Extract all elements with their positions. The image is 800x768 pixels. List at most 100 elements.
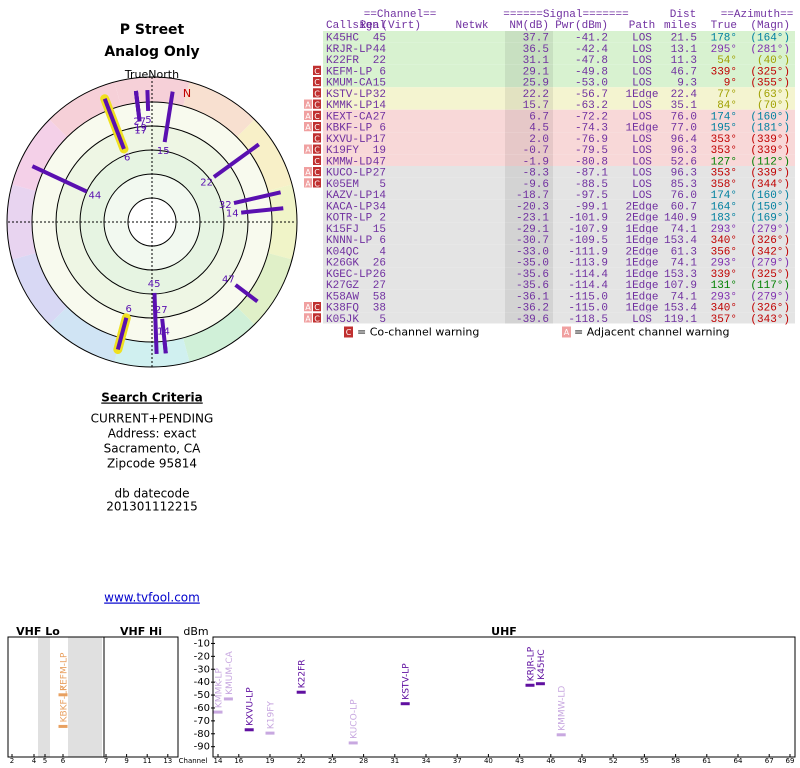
x-tick-label: 6 <box>61 757 66 765</box>
y-tick-label: -30 <box>194 664 210 675</box>
cell-dist: 153.3 <box>664 269 697 281</box>
cell-pwr: -79.5 <box>575 145 608 157</box>
cell-path: 2Edge <box>625 213 658 225</box>
x-tick-label: 9 <box>124 757 128 765</box>
datecode-label: db datecode <box>114 487 189 501</box>
site-link[interactable]: www.tvfool.com <box>104 591 200 605</box>
nm-shade <box>505 211 553 223</box>
cell-pwr: -99.1 <box>575 201 608 213</box>
row-background <box>323 289 795 301</box>
cell-dist: 85.3 <box>671 179 697 191</box>
warning-letter: A <box>305 168 311 177</box>
cell-true: 183° <box>711 213 737 225</box>
station-label: KRJR-LP <box>527 646 537 681</box>
cell-callsign: K22FR <box>326 55 359 67</box>
cell-magn: (279°) <box>750 224 790 236</box>
nm-shade <box>505 244 553 256</box>
x-tick-label: 64 <box>734 757 743 765</box>
cell-real: 26 <box>373 258 386 270</box>
cell-real: 6 <box>379 123 386 135</box>
band-shade <box>38 637 50 757</box>
warning-letter: C <box>314 146 320 155</box>
x-tick-label: 25 <box>328 757 337 765</box>
nm-shade <box>505 154 553 166</box>
spoke-label: 5 <box>145 115 151 126</box>
cell-true: 84° <box>717 100 737 112</box>
cell-real: 45 <box>373 33 386 45</box>
cell-pwr: -115.0 <box>568 291 608 303</box>
cell-dist: 11.3 <box>671 55 697 67</box>
spoke <box>234 283 259 304</box>
cell-callsign: K15FJ <box>326 224 359 236</box>
nm-shade <box>505 233 553 245</box>
cell-path: LOS <box>632 134 652 146</box>
cell-real: 47 <box>373 156 386 168</box>
row-background <box>323 132 795 144</box>
column-group: ==Channel== <box>364 9 437 21</box>
cell-real: 15 <box>373 224 386 236</box>
cell-pwr: -114.4 <box>568 269 608 281</box>
column-header: (Magn) <box>750 20 790 32</box>
band-shade <box>68 637 102 757</box>
x-tick-label: 2 <box>10 757 14 765</box>
warning-icon <box>313 167 321 177</box>
cell-callsign: KEFM-LP <box>326 66 373 78</box>
cell-callsign: K38FQ <box>326 303 359 315</box>
row-background <box>323 222 795 234</box>
cell-callsign: KMMK-LP <box>326 100 373 112</box>
spoke <box>133 90 141 114</box>
cell-dist: 52.6 <box>671 156 697 168</box>
nm-shade <box>505 289 553 301</box>
cell-nm: -39.6 <box>516 314 549 326</box>
warning-letter: A <box>305 303 311 312</box>
x-tick-label: 46 <box>546 757 555 765</box>
cell-callsign: KXVU-LP <box>326 134 373 146</box>
cell-magn: (355°) <box>750 78 790 90</box>
spoke <box>31 164 88 194</box>
row-background <box>323 42 795 54</box>
cell-dist: 61.3 <box>671 246 697 258</box>
cell-path: 1Edge <box>625 235 658 247</box>
warning-letter: C <box>314 134 320 143</box>
legend-icon-letter: A <box>564 328 570 337</box>
nm-shade <box>505 31 553 43</box>
nm-shade <box>505 109 553 121</box>
cell-real: 4 <box>379 246 386 258</box>
cell-dist: 76.0 <box>671 190 697 202</box>
cell-true: 356° <box>711 246 737 258</box>
y-tick-label: -40 <box>194 677 210 688</box>
row-background <box>323 256 795 268</box>
cell-true: 131° <box>711 280 737 292</box>
section-label: UHF <box>491 625 517 638</box>
cell-magn: (181°) <box>750 123 790 135</box>
search-line: Address: exact <box>108 427 197 441</box>
cell-nm: 37.7 <box>523 33 549 45</box>
station-bar <box>244 728 254 732</box>
cell-magn: (169°) <box>750 213 790 225</box>
cell-dist: 9.3 <box>677 78 697 90</box>
warning-icon <box>304 110 312 120</box>
spectrum-chart: VHF Lo VHF Hi UHF dBm Channel -10 -20 -30 -… <box>7 625 796 765</box>
spoke-label: 17 <box>134 125 147 136</box>
warning-icon <box>313 110 321 120</box>
cell-callsign: K45HC <box>326 33 359 45</box>
cell-real: 44 <box>373 44 387 56</box>
cell-callsign: K05JK <box>326 314 359 326</box>
warning-icon <box>304 167 312 177</box>
cell-true: 358° <box>711 179 737 191</box>
row-background <box>323 188 795 200</box>
row-background <box>323 121 795 133</box>
row-background <box>323 31 795 43</box>
nm-shade <box>505 42 553 54</box>
nm-shade <box>505 98 553 110</box>
cell-nm: -36.2 <box>516 303 549 315</box>
station-bar <box>525 683 535 687</box>
station-bar <box>535 682 545 686</box>
nm-shade <box>505 166 553 178</box>
warning-letter: A <box>305 314 311 323</box>
warning-letter: A <box>305 146 311 155</box>
x-tick-label: 31 <box>390 757 399 765</box>
